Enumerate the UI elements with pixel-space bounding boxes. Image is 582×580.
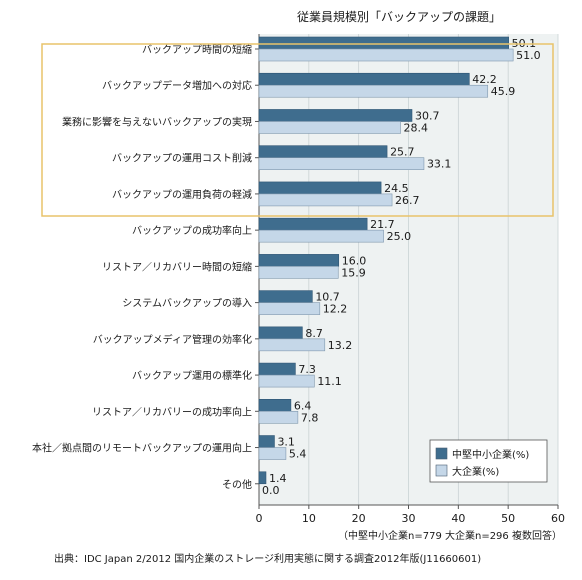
value-label-large: 12.2 [323, 303, 348, 316]
bar-large [258, 48, 514, 62]
category-label: バックアップメディア管理の効率化 [93, 333, 252, 346]
category-label: リストア／リカバリー時間の短縮 [102, 260, 252, 273]
source-note: 出典：IDC Japan 2/2012 国内企業のストレージ利用実態に関する調査… [54, 554, 482, 565]
value-label-midsize: 10.7 [315, 291, 340, 304]
value-label-large: 28.4 [404, 121, 429, 134]
bar-midsize [258, 72, 470, 86]
category-label: バックアップの運用負荷の軽減 [112, 188, 252, 201]
value-label-large: 33.1 [427, 158, 452, 171]
bar-midsize [258, 435, 275, 448]
x-tick-label: 40 [451, 512, 465, 525]
value-label-midsize: 1.4 [269, 472, 287, 485]
bar-large [258, 302, 321, 315]
value-label-midsize: 24.5 [384, 182, 409, 195]
value-label-large: 5.4 [289, 448, 307, 461]
bar-large [258, 121, 401, 134]
bar-midsize [258, 362, 296, 376]
bar-large [258, 266, 339, 279]
bar-midsize [258, 36, 509, 50]
bar-midsize [258, 290, 313, 303]
value-label-midsize: 16.0 [342, 254, 367, 267]
sample-note: （中堅中小企業n=779 大企業n=296 複数回答） [338, 531, 562, 542]
value-label-large: 11.1 [317, 375, 342, 388]
bar-large [258, 411, 299, 424]
chart-title: 従業員規模別「バックアップの課題」 [297, 10, 502, 24]
legend-swatch-midsize [435, 447, 448, 460]
value-label-large: 13.2 [328, 339, 353, 352]
value-label-large: 51.0 [516, 49, 541, 62]
value-label-large: 15.9 [341, 266, 366, 279]
category-label: 本社／拠点間のリモートバックアップの運用向上 [32, 442, 252, 455]
category-label: バックアップ運用の標準化 [132, 369, 252, 382]
value-label-midsize: 30.7 [415, 109, 440, 122]
value-label-midsize: 25.7 [390, 146, 415, 159]
x-tick-label: 60 [551, 512, 565, 525]
value-label-large: 45.9 [491, 85, 516, 98]
category-label: バックアップ時間の短縮 [142, 43, 252, 56]
category-label: リストア／リカバリーの成功率向上 [92, 405, 252, 418]
value-label-midsize: 3.1 [277, 436, 295, 449]
legend-swatch-large [435, 464, 448, 477]
category-label: システムバックアップの導入 [122, 297, 252, 310]
x-tick-label: 50 [501, 512, 515, 525]
category-label: バックアップデータ増加への対応 [102, 79, 252, 92]
bar-midsize [258, 326, 303, 340]
value-label-large: 25.0 [387, 230, 412, 243]
bar-large [258, 447, 287, 460]
bar-large [258, 157, 425, 170]
x-tick-label: 10 [302, 512, 316, 525]
bar-large [258, 374, 315, 388]
legend-label-midsize: 中堅中小企業(%) [452, 448, 529, 461]
bar-midsize [258, 399, 292, 412]
category-label: バックアップの成功率向上 [132, 224, 252, 237]
bar-large [258, 193, 393, 207]
category-label: 業務に影響を与えないバックアップの実現 [62, 115, 252, 128]
value-label-midsize: 7.3 [298, 363, 316, 376]
bar-midsize [258, 471, 267, 485]
value-label-midsize: 21.7 [370, 218, 395, 231]
x-tick-label: 20 [352, 512, 366, 525]
value-label-midsize: 8.7 [305, 327, 323, 340]
value-label-midsize: 42.2 [472, 73, 497, 86]
value-label-large: 0.0 [262, 484, 280, 497]
bar-midsize [258, 109, 413, 122]
bar-midsize [258, 217, 368, 231]
category-label: バックアップの運用コスト削減 [112, 152, 252, 165]
bar-midsize [258, 181, 382, 195]
highlight-box [41, 43, 554, 217]
value-label-midsize: 6.4 [294, 399, 312, 412]
bar-large [258, 338, 326, 352]
bar-large [258, 84, 489, 98]
bar-midsize [258, 145, 388, 158]
legend-label-large: 大企業(%) [452, 465, 499, 478]
value-label-large: 7.8 [301, 411, 319, 424]
category-label: その他 [222, 478, 252, 491]
x-tick-label: 30 [402, 512, 416, 525]
legend [429, 439, 548, 483]
x-tick-label: 0 [256, 512, 263, 525]
bar-large [258, 229, 384, 243]
bar-midsize [258, 254, 340, 267]
value-label-large: 26.7 [395, 194, 420, 207]
